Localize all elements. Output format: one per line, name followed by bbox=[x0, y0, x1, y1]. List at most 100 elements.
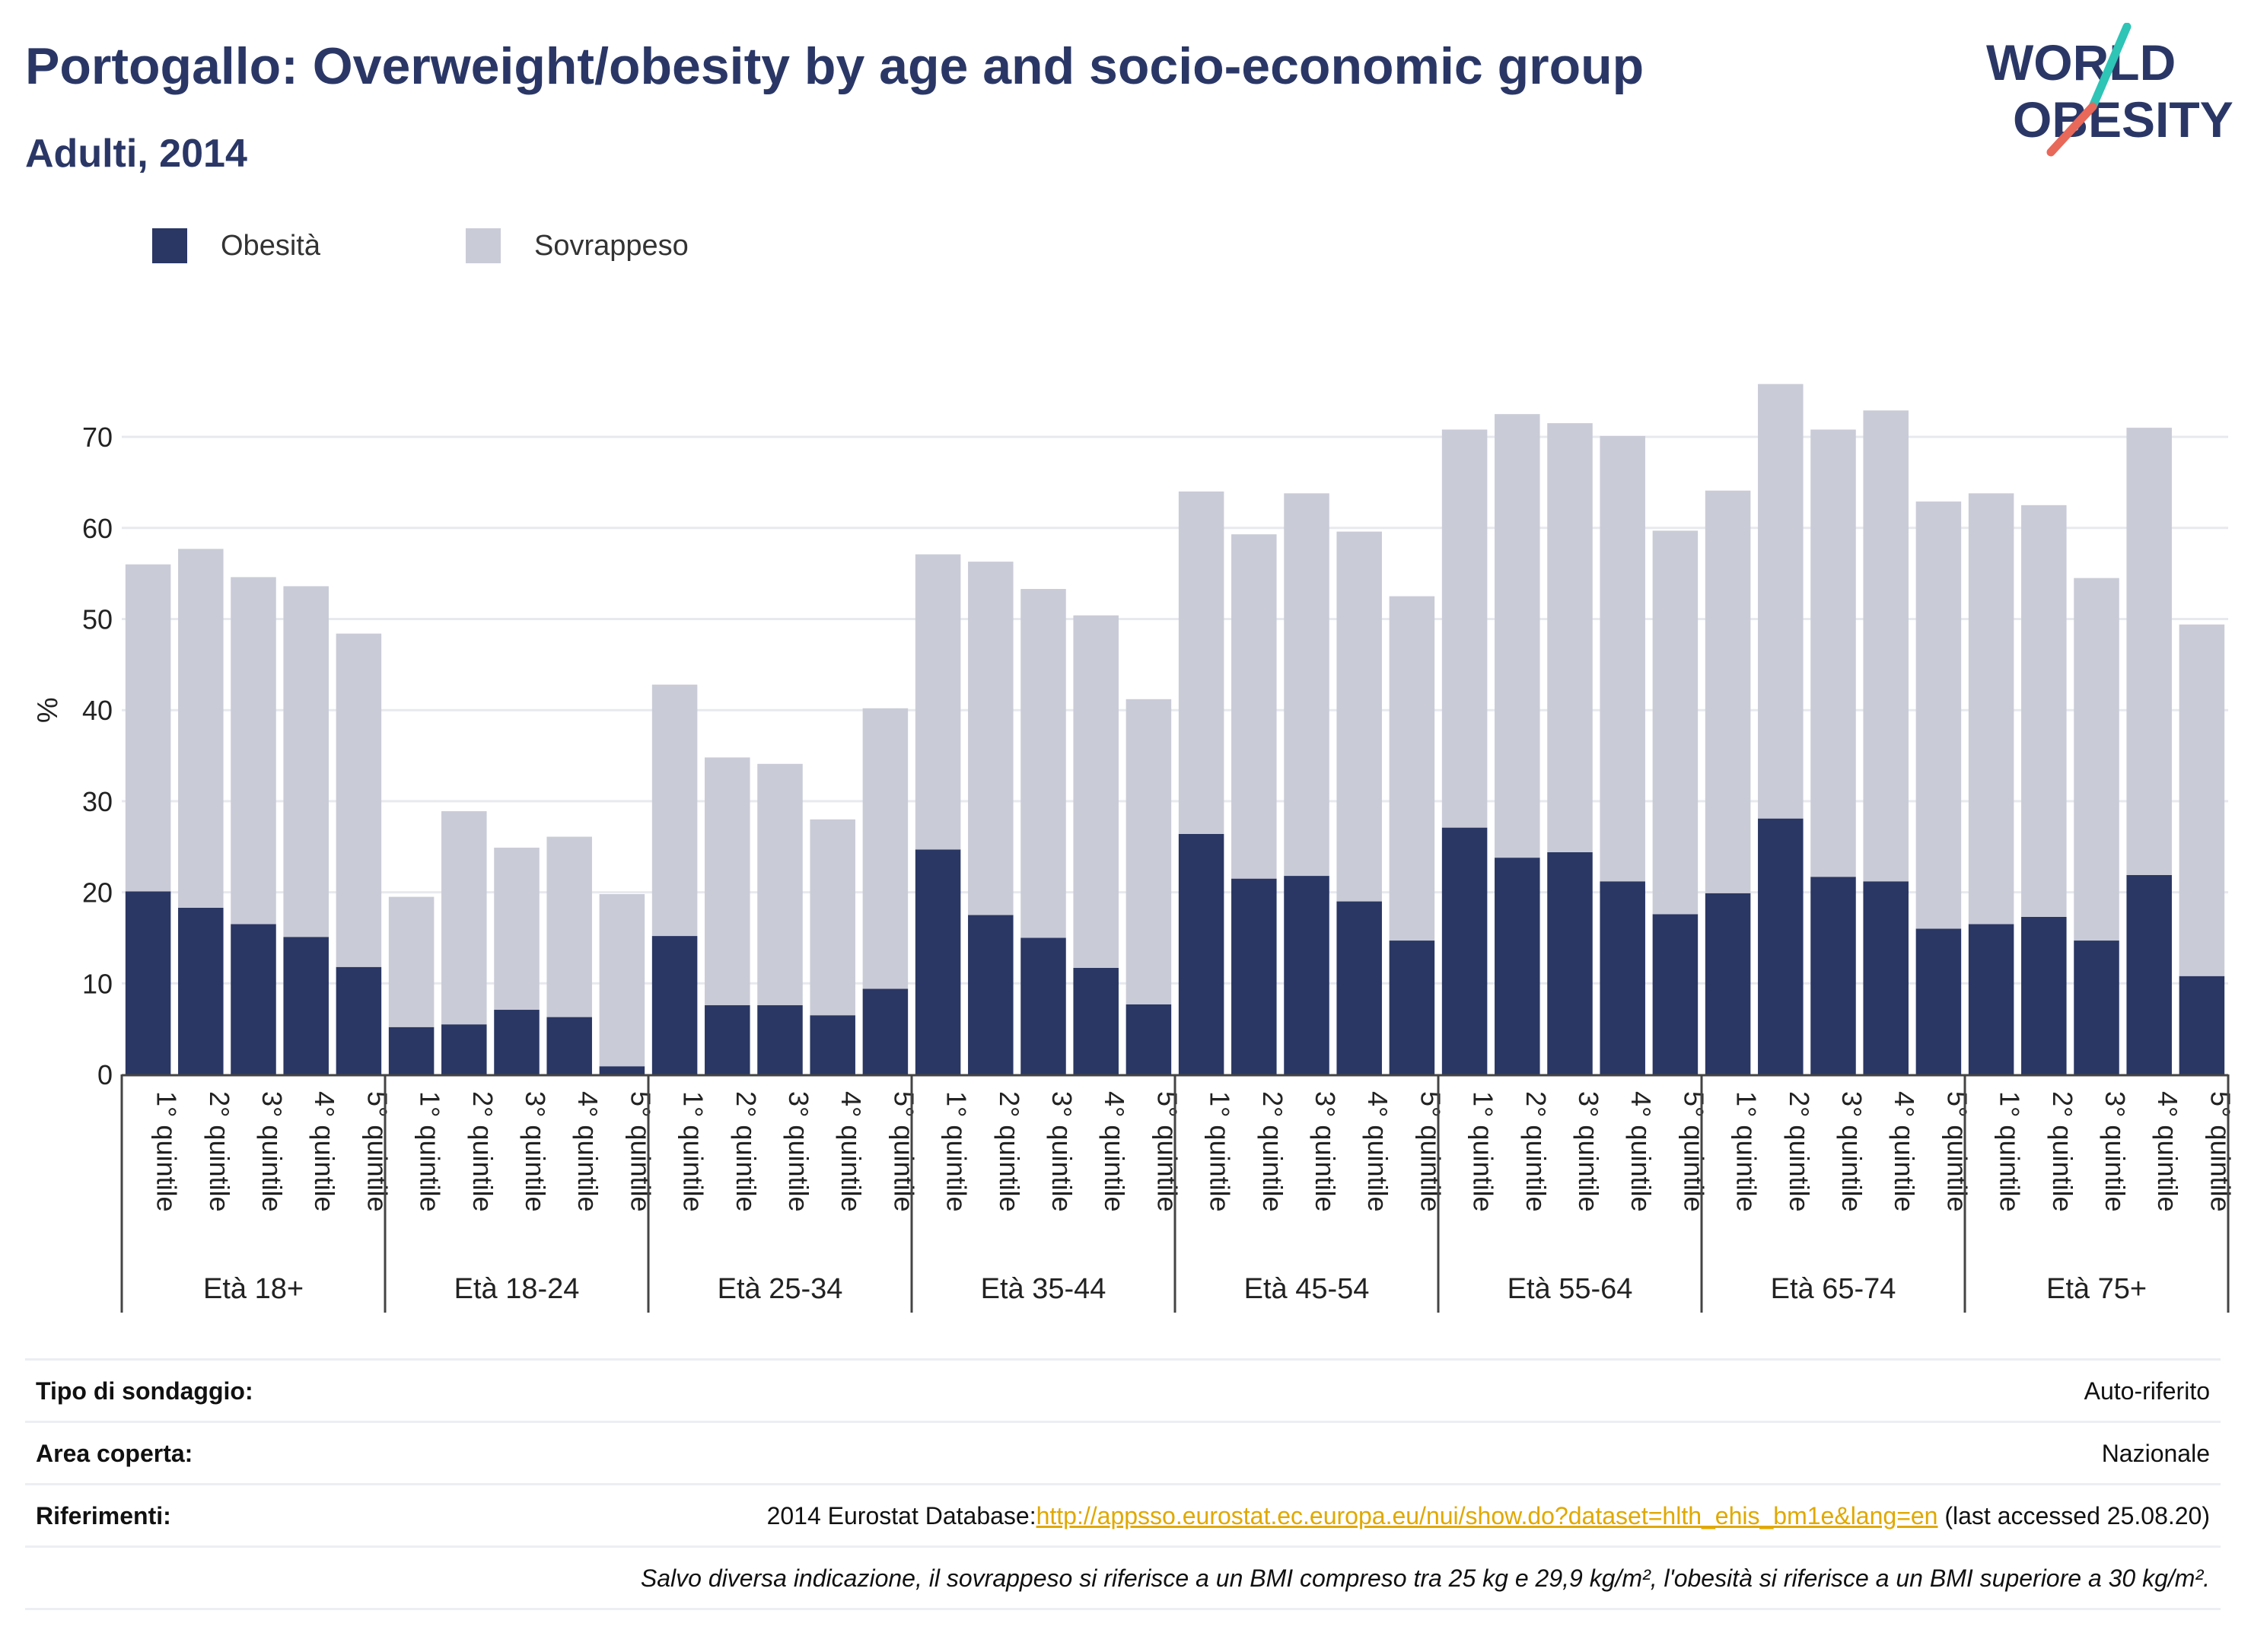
x-tick-label: 4° quintile bbox=[2152, 1091, 2183, 1212]
bar-obesity bbox=[546, 1017, 592, 1074]
y-tick-label: 0 bbox=[97, 1059, 113, 1090]
bar-obesity bbox=[705, 1005, 750, 1074]
group-label: Età 45-54 bbox=[1244, 1273, 1370, 1305]
y-tick-label: 70 bbox=[82, 422, 113, 453]
bar-overweight bbox=[1336, 531, 1382, 902]
bar-obesity bbox=[494, 1010, 540, 1074]
x-tick-label: 5° quintile bbox=[361, 1091, 393, 1212]
references-link[interactable]: http://appsso.eurostat.ec.europa.eu/nui/… bbox=[1036, 1502, 1938, 1529]
world-obesity-logo: WORLD OBESITY bbox=[1986, 23, 2233, 157]
bar-obesity bbox=[2074, 941, 2119, 1074]
bar-obesity bbox=[810, 1015, 855, 1074]
bar-overweight bbox=[1758, 384, 1804, 819]
x-tick-label: 4° quintile bbox=[1889, 1091, 1920, 1212]
bar-obesity bbox=[651, 936, 698, 1074]
bar-overweight bbox=[441, 811, 487, 1025]
bar-overweight bbox=[1441, 429, 1488, 828]
bar-overweight bbox=[1495, 414, 1540, 858]
y-tick-label: 40 bbox=[82, 695, 113, 726]
logo-text-world: WORLD bbox=[1986, 34, 2176, 91]
group-label: Età 75+ bbox=[2046, 1273, 2147, 1305]
x-tick-label: 1° quintile bbox=[1731, 1091, 1762, 1212]
x-tick-label: 5° quintile bbox=[625, 1091, 656, 1212]
info-row-note: Salvo diversa indicazione, il sovrappeso… bbox=[25, 1545, 2221, 1610]
bar-overweight bbox=[2126, 428, 2172, 875]
bar-obesity bbox=[1758, 818, 1804, 1074]
x-tick-label: 3° quintile bbox=[520, 1091, 551, 1212]
bar-obesity bbox=[388, 1027, 435, 1074]
bar-overweight bbox=[862, 708, 909, 989]
x-tick-label: 4° quintile bbox=[1362, 1091, 1393, 1212]
y-tick-label: 30 bbox=[82, 786, 113, 817]
bar-obesity bbox=[1389, 941, 1435, 1074]
x-tick-label: 2° quintile bbox=[731, 1091, 762, 1212]
bar-overweight bbox=[968, 562, 1014, 915]
bar-overweight bbox=[1915, 501, 1962, 929]
x-tick-label: 3° quintile bbox=[1310, 1091, 1341, 1212]
x-tick-label: 1° quintile bbox=[1205, 1091, 1236, 1212]
logo-slash-teal bbox=[2088, 23, 2132, 111]
x-tick-label: 3° quintile bbox=[783, 1091, 814, 1212]
bar-overweight bbox=[1652, 530, 1699, 915]
bar-obesity bbox=[1600, 881, 1645, 1074]
logo-slash-red bbox=[2046, 102, 2097, 157]
y-tick-label: 50 bbox=[82, 604, 113, 635]
bar-obesity bbox=[2126, 874, 2172, 1074]
legend-item-overweight[interactable]: Sovrappeso bbox=[466, 228, 689, 263]
info-row-area: Area coperta: Nazionale bbox=[25, 1421, 2221, 1485]
area-label: Area coperta: bbox=[36, 1440, 193, 1467]
bar-overweight bbox=[1705, 490, 1751, 893]
group-label: Età 18+ bbox=[203, 1273, 304, 1305]
bar-overweight bbox=[2021, 505, 2067, 917]
bar-overweight bbox=[1389, 596, 1435, 941]
bar-overweight bbox=[231, 577, 276, 925]
legend-swatch-overweight bbox=[466, 228, 501, 263]
bar-overweight bbox=[125, 564, 171, 892]
group-label: Età 25-34 bbox=[718, 1273, 843, 1305]
x-tick-label: 4° quintile bbox=[572, 1091, 603, 1212]
bar-obesity bbox=[1231, 878, 1277, 1074]
group-label: Età 65-74 bbox=[1771, 1273, 1896, 1305]
bar-overweight bbox=[651, 684, 698, 937]
bar-obesity bbox=[757, 1005, 803, 1074]
x-tick-label: 3° quintile bbox=[1046, 1091, 1078, 1212]
bar-obesity bbox=[1178, 833, 1224, 1074]
bar-obesity bbox=[1336, 901, 1382, 1074]
page-title: Portogallo: Overweight/obesity by age an… bbox=[25, 37, 1644, 95]
x-tick-label: 1° quintile bbox=[151, 1091, 183, 1212]
y-tick-label: 10 bbox=[82, 968, 113, 999]
survey-type-value: Auto-riferito bbox=[2084, 1377, 2210, 1405]
x-tick-label: 4° quintile bbox=[836, 1091, 867, 1212]
x-tick-label: 5° quintile bbox=[888, 1091, 919, 1212]
bar-obesity bbox=[599, 1066, 645, 1074]
bar-obesity bbox=[862, 988, 909, 1074]
x-tick-label: 5° quintile bbox=[1415, 1091, 1446, 1212]
group-label: Età 18-24 bbox=[454, 1273, 580, 1305]
bar-obesity bbox=[915, 849, 961, 1074]
bar-obesity bbox=[1652, 914, 1699, 1074]
bar-overweight bbox=[915, 554, 961, 850]
bar-overweight bbox=[336, 633, 382, 967]
x-tick-label: 2° quintile bbox=[2047, 1091, 2078, 1212]
x-tick-label: 3° quintile bbox=[2100, 1091, 2131, 1212]
x-tick-label: 4° quintile bbox=[1625, 1091, 1657, 1212]
bar-overweight bbox=[283, 586, 329, 937]
bar-obesity bbox=[1126, 1004, 1172, 1074]
x-tick-label: 2° quintile bbox=[994, 1091, 1025, 1212]
bar-overweight bbox=[599, 893, 645, 1067]
page-subtitle: Adulti, 2014 bbox=[25, 132, 247, 176]
bar-obesity bbox=[2179, 976, 2225, 1074]
x-tick-label: 2° quintile bbox=[1520, 1091, 1552, 1212]
x-tick-label: 5° quintile bbox=[1941, 1091, 1972, 1212]
bar-obesity bbox=[1020, 937, 1066, 1074]
bar-obesity bbox=[1284, 876, 1329, 1074]
bar-obesity bbox=[968, 915, 1014, 1074]
legend-item-obesity[interactable]: Obesità bbox=[152, 228, 320, 263]
x-tick-label: 5° quintile bbox=[1678, 1091, 1709, 1212]
group-label: Età 55-64 bbox=[1508, 1273, 1633, 1305]
group-label: Età 35-44 bbox=[981, 1273, 1106, 1305]
bar-overweight bbox=[1863, 410, 1909, 882]
bar-obesity bbox=[2021, 916, 2067, 1074]
bar-overweight bbox=[1178, 491, 1224, 834]
bar-obesity bbox=[441, 1024, 487, 1074]
